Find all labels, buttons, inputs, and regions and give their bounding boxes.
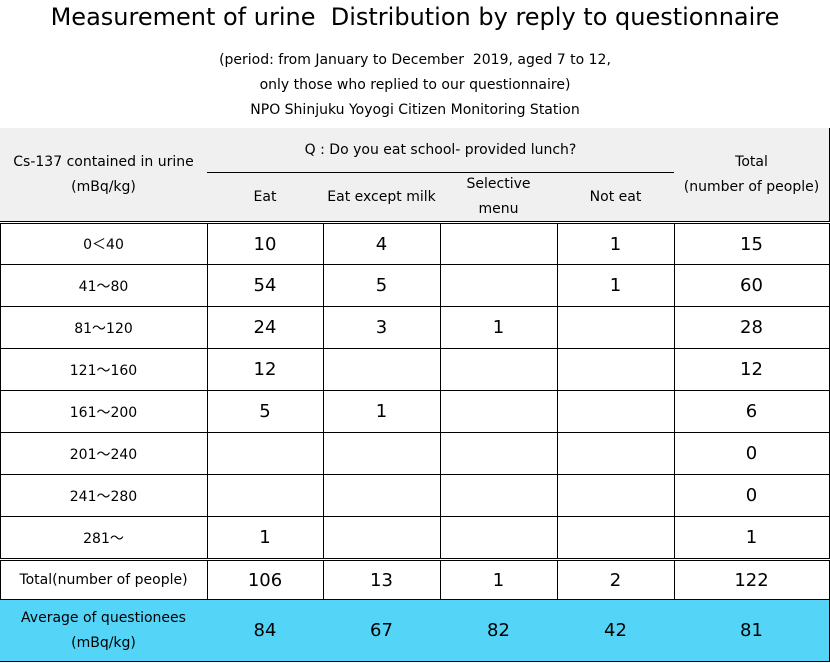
subtitle-scope: only those who replied to our questionna… [259, 77, 571, 93]
total-header-line: Total [735, 153, 768, 170]
subtitle-organization: NPO Shinjuku Yoyogi Citizen Monitoring S… [250, 102, 580, 118]
table-cell [557, 475, 675, 517]
table-cell: 5 [323, 265, 441, 307]
table-cell [323, 349, 441, 391]
column-header: Selective menu [440, 173, 558, 222]
row-label: 0＜40 [0, 224, 208, 265]
average-cell: 82 [440, 600, 558, 662]
table-cell: 24 [207, 307, 324, 349]
table-cell [323, 433, 441, 475]
row-label: 201～240 [0, 433, 208, 475]
row-label: 81～120 [0, 307, 208, 349]
row-total: 60 [674, 265, 830, 307]
table-cell: 10 [207, 224, 324, 265]
column-header: Eat except milk [323, 173, 441, 222]
column-header-line: Selective [466, 176, 531, 192]
table-cell [440, 475, 558, 517]
row-total: 0 [674, 433, 830, 475]
average-total: 81 [674, 600, 830, 662]
average-row-label-line: Average of questionees [21, 609, 186, 626]
grand-total: 122 [674, 561, 830, 600]
question-header: Q : Do you eat school- provided lunch? [207, 128, 675, 173]
table-cell [557, 349, 675, 391]
row-total: 15 [674, 224, 830, 265]
row-total: 6 [674, 391, 830, 433]
table-cell [440, 391, 558, 433]
subtitle-period: (period: from January to December 2019, … [219, 52, 611, 68]
average-cell: 84 [207, 600, 324, 662]
header-divider [0, 221, 830, 224]
table-cell: 1 [557, 224, 675, 265]
table-cell [207, 433, 324, 475]
average-row-label-line: (mBq/kg) [71, 634, 136, 651]
table-cell: 1 [440, 307, 558, 349]
total-cell: 1 [440, 561, 558, 600]
table-cell: 5 [207, 391, 324, 433]
table-cell: 3 [323, 307, 441, 349]
table-cell: 12 [207, 349, 324, 391]
row-label: 281～ [0, 517, 208, 559]
table-cell [440, 349, 558, 391]
corner-header: Cs-137 contained in urine (mBq/kg) [0, 128, 208, 222]
row-label: 121～160 [0, 349, 208, 391]
table-cell [207, 475, 324, 517]
total-cell: 106 [207, 561, 324, 600]
total-divider [0, 558, 830, 561]
table-cell [557, 517, 675, 559]
row-total: 0 [674, 475, 830, 517]
table-cell: 4 [323, 224, 441, 265]
column-header-line: menu [478, 201, 519, 217]
total-row-label: Total(number of people) [0, 561, 208, 600]
row-label: 41～80 [0, 265, 208, 307]
row-total: 1 [674, 517, 830, 559]
table-cell [440, 265, 558, 307]
table-cell: 1 [557, 265, 675, 307]
table-cell [440, 433, 558, 475]
corner-header-line: Cs-137 contained in urine [13, 153, 194, 170]
table-cell [440, 224, 558, 265]
table-cell [557, 433, 675, 475]
table-cell [557, 307, 675, 349]
table-cell: 1 [207, 517, 324, 559]
table-cell: 1 [323, 391, 441, 433]
row-label: 161～200 [0, 391, 208, 433]
total-cell: 13 [323, 561, 441, 600]
average-cell: 67 [323, 600, 441, 662]
table-cell [323, 475, 441, 517]
total-cell: 2 [557, 561, 675, 600]
table-cell [323, 517, 441, 559]
table-cell [557, 391, 675, 433]
row-label: 241～280 [0, 475, 208, 517]
corner-header-line: (mBq/kg) [71, 178, 136, 195]
table-cell [440, 517, 558, 559]
total-header: Total (number of people) [674, 128, 830, 222]
page-title: Measurement of urine Distribution by rep… [50, 3, 780, 31]
average-cell: 42 [557, 600, 675, 662]
average-row-label: Average of questionees (mBq/kg) [0, 600, 208, 662]
table-cell: 54 [207, 265, 324, 307]
column-header: Not eat [557, 173, 675, 222]
row-total: 12 [674, 349, 830, 391]
total-header-line: (number of people) [683, 178, 820, 195]
row-total: 28 [674, 307, 830, 349]
column-header: Eat [207, 173, 324, 222]
